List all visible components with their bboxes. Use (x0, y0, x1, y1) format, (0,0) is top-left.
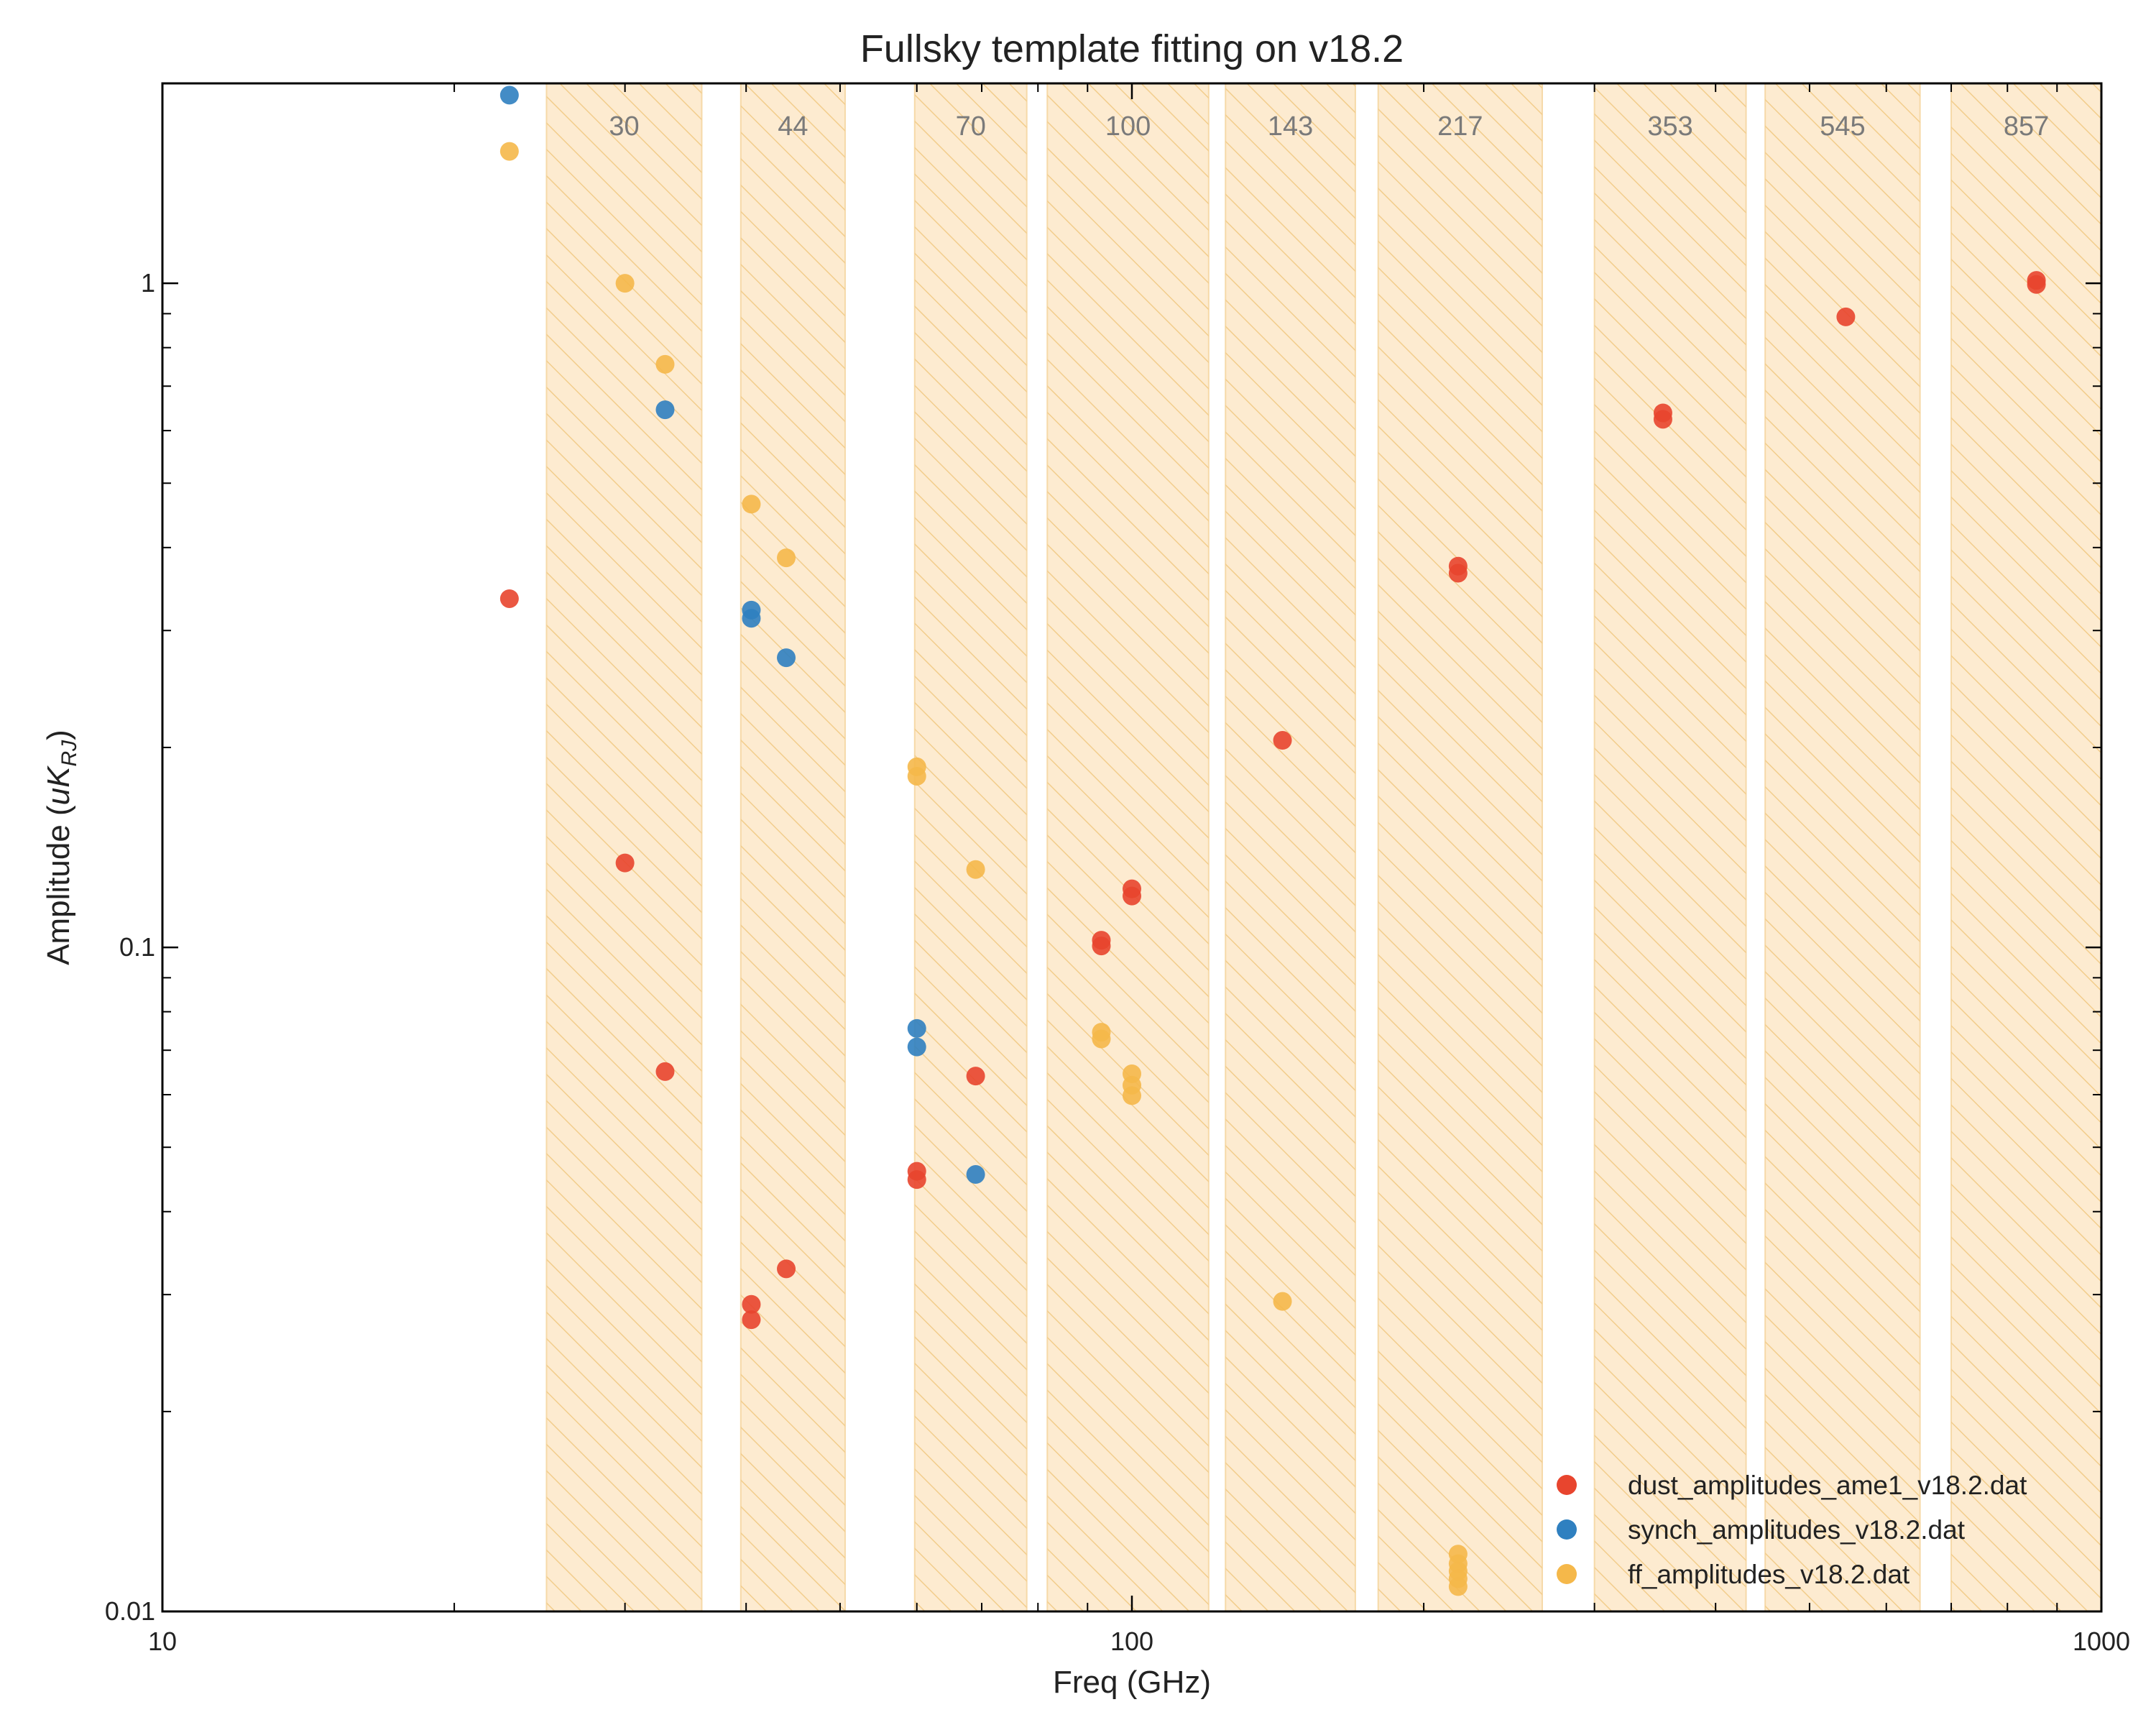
freq-band-hatch-545 (1765, 83, 1920, 1611)
data-point (966, 1067, 985, 1086)
band-label-44: 44 (778, 111, 808, 142)
freq-band-hatch-44 (740, 83, 845, 1611)
freq-band-hatch-30 (546, 83, 702, 1611)
plot-frame (161, 82, 2103, 1613)
band-label-545: 545 (1820, 111, 1865, 142)
y-tick-label: 0.1 (119, 932, 155, 962)
data-point (1448, 564, 1468, 583)
data-point (742, 609, 761, 628)
data-point (655, 354, 675, 374)
band-label-217: 217 (1437, 111, 1483, 142)
data-point (615, 853, 635, 873)
x-tick-label: 10 (148, 1627, 177, 1656)
data-point (966, 860, 985, 879)
data-point (655, 400, 675, 420)
legend-marker (1557, 1519, 1577, 1540)
x-axis-label: Freq (GHz) (1053, 1665, 1211, 1700)
data-point (1836, 307, 1856, 326)
y-tick-label: 0.01 (105, 1596, 155, 1626)
band-label-100: 100 (1105, 111, 1151, 142)
band-label-143: 143 (1268, 111, 1313, 142)
freq-band-hatch-143 (1225, 83, 1355, 1611)
band-label-70: 70 (956, 111, 986, 142)
legend-marker (1557, 1564, 1577, 1584)
data-point (655, 1062, 675, 1081)
data-point (1653, 410, 1672, 429)
data-point (499, 589, 519, 608)
data-point (1448, 1577, 1468, 1596)
data-point (907, 1018, 926, 1038)
chart-title: Fullsky template fitting on v18.2 (860, 27, 1404, 70)
band-label-353: 353 (1647, 111, 1692, 142)
data-point (499, 86, 519, 105)
data-point (1123, 1086, 1141, 1105)
legend-marker (1557, 1475, 1577, 1495)
y-axis-label: Amplitude (uKRJ) (41, 730, 81, 965)
band-label-857: 857 (2004, 111, 2049, 142)
y-tick-label: 1 (141, 268, 155, 298)
freq-band-hatch-100 (1047, 83, 1209, 1611)
data-point (615, 274, 635, 293)
legend: dust_amplitudes_ame1_v18.2.dat synch_ampl… (1557, 1471, 2027, 1589)
x-tick-label: 100 (1110, 1627, 1153, 1656)
freq-band-hatch-353 (1594, 83, 1746, 1611)
data-point (1273, 731, 1292, 750)
data-point (1092, 937, 1111, 956)
data-point (907, 1037, 926, 1057)
data-point (1273, 1292, 1292, 1311)
x-tick-label: 1000 (2073, 1627, 2130, 1656)
legend-label: ff_amplitudes_v18.2.dat (1628, 1560, 1910, 1589)
band-label-30: 30 (609, 111, 639, 142)
data-point (966, 1165, 985, 1184)
data-point (907, 766, 926, 786)
data-point (777, 648, 796, 668)
data-point (1092, 1029, 1111, 1049)
legend-label: synch_amplitudes_v18.2.dat (1628, 1515, 1966, 1545)
freq-band-hatch-217 (1378, 83, 1542, 1611)
legend-label: dust_amplitudes_ame1_v18.2.dat (1628, 1471, 2027, 1500)
data-point (2027, 275, 2046, 294)
data-point (777, 1259, 796, 1279)
data-point (742, 1294, 761, 1314)
data-point (907, 1170, 926, 1190)
freq-band-hatch-857 (1951, 83, 2101, 1611)
freq-band-hatch-70 (914, 83, 1027, 1611)
data-point (742, 1310, 761, 1330)
data-point (742, 494, 761, 514)
data-point (499, 142, 519, 161)
data-point (1123, 886, 1141, 906)
data-point (777, 548, 796, 568)
